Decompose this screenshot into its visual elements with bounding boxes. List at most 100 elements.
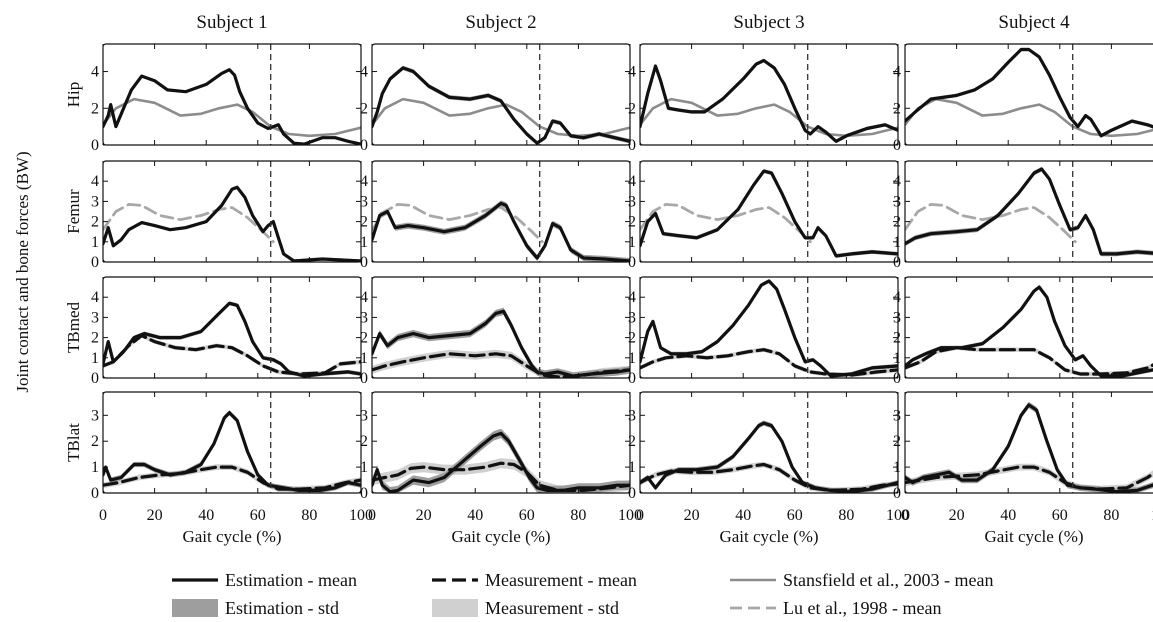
estimation-mean-line (372, 201, 630, 262)
subplot-frame (904, 276, 1153, 379)
y-tick-label: 4 (360, 64, 368, 81)
column-title: Subject 3 (733, 12, 804, 33)
y-tick-label: 4 (893, 64, 901, 81)
subplot: 0 1 2 3 4 (91, 276, 362, 387)
subplot-frame (639, 391, 899, 494)
measurement-std-band (103, 333, 361, 377)
y-tick-label: 2 (360, 330, 368, 347)
stansfield-mean-line (103, 97, 361, 138)
estimation-mean-line (905, 403, 1153, 493)
column-title: Subject 2 (465, 12, 536, 33)
legend-label: Estimation - std (225, 598, 339, 618)
y-tick-label: 2 (893, 100, 901, 117)
estimation-mean-line (905, 47, 1153, 138)
estimation-mean-line (372, 431, 630, 493)
legend-item: Measurement - mean (432, 570, 637, 590)
estimation-std-band (640, 169, 898, 258)
subplot: 0 1 2 3 4 (893, 276, 1153, 387)
legend-item: Estimation - mean (172, 570, 357, 590)
x-tick-label: 100 (1151, 507, 1153, 524)
y-tick-label: 3 (360, 309, 368, 326)
row-label: Hip (64, 82, 83, 108)
subplot-frame (371, 276, 631, 379)
column-title: Subject 1 (196, 12, 267, 33)
estimation-std-band (372, 200, 630, 262)
y-tick-label: 2 (91, 214, 99, 231)
y-tick-label: 0 (360, 370, 368, 387)
y-tick-label: 0 (91, 254, 99, 271)
y-tick-label: 2 (628, 330, 636, 347)
subplot: 0 1 2 3 4 (628, 160, 899, 271)
y-tick-label: 2 (360, 214, 368, 231)
estimation-mean-line (640, 279, 898, 378)
estimation-std-band (640, 420, 898, 493)
subplot-grid: Subject 1 Subject 2 Subject 3 Subject 4 Gait… (64, 12, 1153, 546)
y-tick-label: 3 (628, 309, 636, 326)
y-tick-label: 0 (360, 254, 368, 271)
y-tick-label: 0 (893, 370, 901, 387)
row-label: Femur (64, 189, 83, 234)
y-tick-label: 0 (628, 137, 636, 154)
y-tick-label: 0 (360, 137, 368, 154)
subplot-frame (371, 160, 631, 263)
estimation-std-band (103, 301, 361, 378)
y-tick-label: 2 (91, 330, 99, 347)
legend-label: Stansfield et al., 2003 - mean (783, 570, 993, 590)
x-tick-label: 0 (901, 507, 909, 524)
y-axis-title: Joint contact and bone forces (BW) (13, 151, 32, 392)
y-tick-label: 1 (91, 350, 99, 367)
x-tick-label: 100 (618, 507, 642, 524)
y-tick-label: 4 (91, 64, 99, 81)
y-tick-label: 0 (91, 485, 99, 502)
subplot-frame (102, 160, 362, 263)
subplot-frame (904, 43, 1153, 146)
y-tick-label: 2 (91, 433, 99, 450)
x-axis-title: Gait cycle (%) (451, 527, 550, 546)
legend-item: Measurement - std (432, 598, 619, 618)
x-tick-label: 60 (787, 507, 803, 524)
estimation-mean-line (640, 169, 898, 258)
y-tick-label: 3 (893, 309, 901, 326)
x-tick-label: 40 (735, 507, 751, 524)
estimation-std-band (103, 410, 361, 493)
subplot-frame (371, 43, 631, 146)
measurement-mean-line (905, 465, 1153, 491)
x-tick-label: 80 (838, 507, 854, 524)
x-tick-label: 20 (684, 507, 700, 524)
measurement-std-band (640, 347, 898, 378)
stansfield-mean-line (905, 97, 1153, 138)
subplot: 0 2 4 (893, 43, 1153, 154)
subplot-frame (904, 391, 1153, 494)
x-tick-label: 60 (519, 507, 535, 524)
legend-swatch (432, 599, 478, 617)
y-tick-label: 4 (628, 173, 636, 190)
legend-item: Estimation - std (172, 598, 339, 618)
subplot-frame (639, 43, 899, 146)
y-tick-label: 0 (628, 254, 636, 271)
x-tick-label: 40 (467, 507, 483, 524)
subplot-frame (102, 391, 362, 494)
y-tick-label: 2 (360, 100, 368, 117)
legend-label: Measurement - mean (485, 570, 637, 590)
stansfield-mean-line (640, 97, 898, 138)
y-tick-label: 2 (628, 100, 636, 117)
y-tick-label: 2 (893, 330, 901, 347)
legend-item: Stansfield et al., 2003 - mean (730, 570, 993, 590)
legend: Estimation - mean Measurement - mean Stans… (172, 570, 993, 618)
y-tick-label: 1 (628, 234, 636, 251)
y-tick-label: 3 (893, 193, 901, 210)
estimation-mean-line (103, 411, 361, 492)
x-tick-label: 0 (368, 507, 376, 524)
y-tick-label: 2 (893, 214, 901, 231)
y-tick-label: 4 (91, 173, 99, 190)
y-tick-label: 4 (360, 289, 368, 306)
y-tick-label: 1 (360, 350, 368, 367)
x-tick-label: 20 (416, 507, 432, 524)
measurement-mean-line (103, 465, 361, 491)
y-tick-label: 3 (91, 309, 99, 326)
column-title: Subject 4 (998, 12, 1070, 33)
subplot: 0 1 2 3 4 (91, 160, 362, 271)
